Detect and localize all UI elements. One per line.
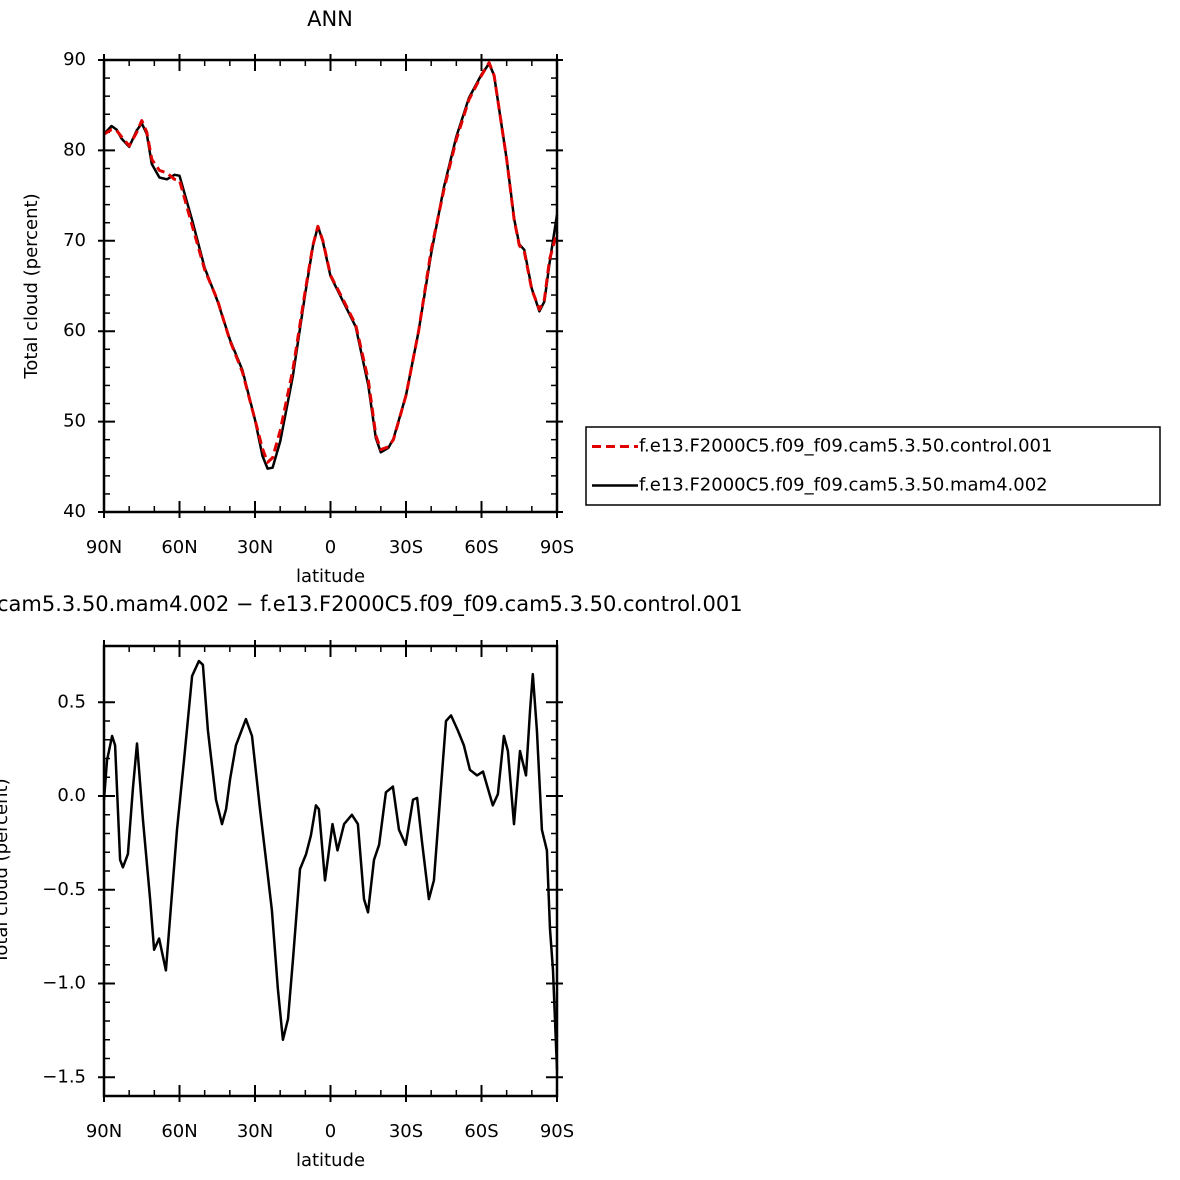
x-tick-label: 90S (540, 1121, 574, 1142)
x-tick-label: 0 (325, 1121, 336, 1142)
y-tick-label: 40 (63, 501, 86, 522)
y-tick-label: 0.0 (57, 785, 86, 806)
x-tick-label: 30N (237, 1121, 273, 1142)
y-tick-label: 70 (63, 230, 86, 251)
x-axis-label: latitude (296, 566, 365, 587)
y-tick-label: 60 (63, 320, 86, 341)
data-line (102, 659, 559, 1070)
y-tick-label: 0.5 (57, 691, 86, 712)
chart-title: cam5.3.50.mam4.002 − f.e13.F2000C5.f09_f… (0, 592, 743, 617)
plot-frame (102, 58, 559, 514)
y-tick-label: −1.0 (42, 973, 86, 994)
plot-frame (102, 644, 559, 1098)
y-tick-label: −1.5 (42, 1066, 86, 1087)
x-tick-label: 60S (464, 537, 498, 558)
legend-label: f.e13.F2000C5.f09_f09.cam5.3.50.control.… (639, 436, 1052, 457)
y-axis-label: Total cloud (percent) (0, 778, 12, 964)
x-tick-label: 30N (237, 537, 273, 558)
x-tick-label: 90N (86, 1121, 122, 1142)
legend-box (585, 426, 1161, 506)
x-tick-label: 90N (86, 537, 122, 558)
y-axis-label: Total cloud (percent) (21, 193, 42, 379)
x-tick-label: 30S (389, 537, 423, 558)
y-tick-label: −0.5 (42, 879, 86, 900)
x-tick-label: 60N (161, 1121, 197, 1142)
legend-label: f.e13.F2000C5.f09_f09.cam5.3.50.mam4.002 (639, 475, 1048, 496)
x-tick-label: 60S (464, 1121, 498, 1142)
x-tick-label: 0 (325, 537, 336, 558)
chart-title: ANN (307, 7, 353, 31)
data-line (103, 62, 559, 470)
x-tick-label: 90S (540, 537, 574, 558)
x-tick-label: 60N (161, 537, 197, 558)
y-tick-label: 80 (63, 139, 86, 160)
x-axis-label: latitude (296, 1150, 365, 1171)
data-line (103, 61, 559, 464)
y-tick-label: 90 (63, 49, 86, 70)
y-tick-label: 50 (63, 411, 86, 432)
x-tick-label: 30S (389, 1121, 423, 1142)
